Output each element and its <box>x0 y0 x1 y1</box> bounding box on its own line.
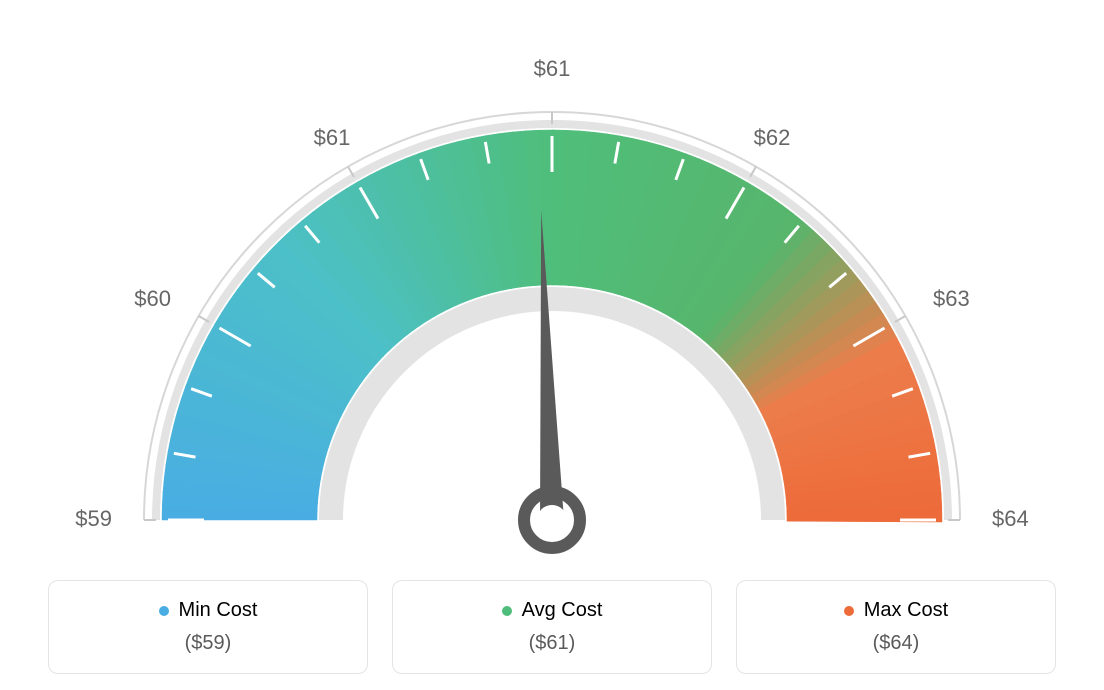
legend-card-max: Max Cost ($64) <box>736 580 1056 674</box>
scale-label: $64 <box>992 506 1029 531</box>
legend-value-max: ($64) <box>757 632 1035 655</box>
legend-card-min: Min Cost ($59) <box>48 580 368 674</box>
gauge-chart: $59 $60 $61 $61 $62 $63 $64 <box>32 30 1072 590</box>
legend-title-avg: Avg Cost <box>502 599 603 622</box>
legend-label-avg: Avg Cost <box>522 599 603 622</box>
legend-label-min: Min Cost <box>179 599 258 622</box>
legend-value-avg: ($61) <box>413 632 691 655</box>
scale-label: $61 <box>534 56 571 81</box>
scale-label: $60 <box>134 286 171 311</box>
legend-card-avg: Avg Cost ($61) <box>392 580 712 674</box>
scale-label: $61 <box>314 125 351 150</box>
legend-row: Min Cost ($59) Avg Cost ($61) Max Cost (… <box>20 580 1084 674</box>
gauge-area: $59 $60 $61 $61 $62 $63 $64 <box>20 20 1084 580</box>
cost-gauge-widget: $59 $60 $61 $61 $62 $63 $64 Min Cost ($59) Avg… <box>0 0 1104 690</box>
legend-title-min: Min Cost <box>159 599 258 622</box>
scale-label: $63 <box>933 286 970 311</box>
legend-title-max: Max Cost <box>844 599 948 622</box>
legend-dot-avg <box>502 606 512 616</box>
legend-value-min: ($59) <box>69 632 347 655</box>
legend-label-max: Max Cost <box>864 599 948 622</box>
legend-dot-max <box>844 606 854 616</box>
legend-dot-min <box>159 606 169 616</box>
scale-label: $62 <box>754 125 791 150</box>
scale-label: $59 <box>75 506 112 531</box>
